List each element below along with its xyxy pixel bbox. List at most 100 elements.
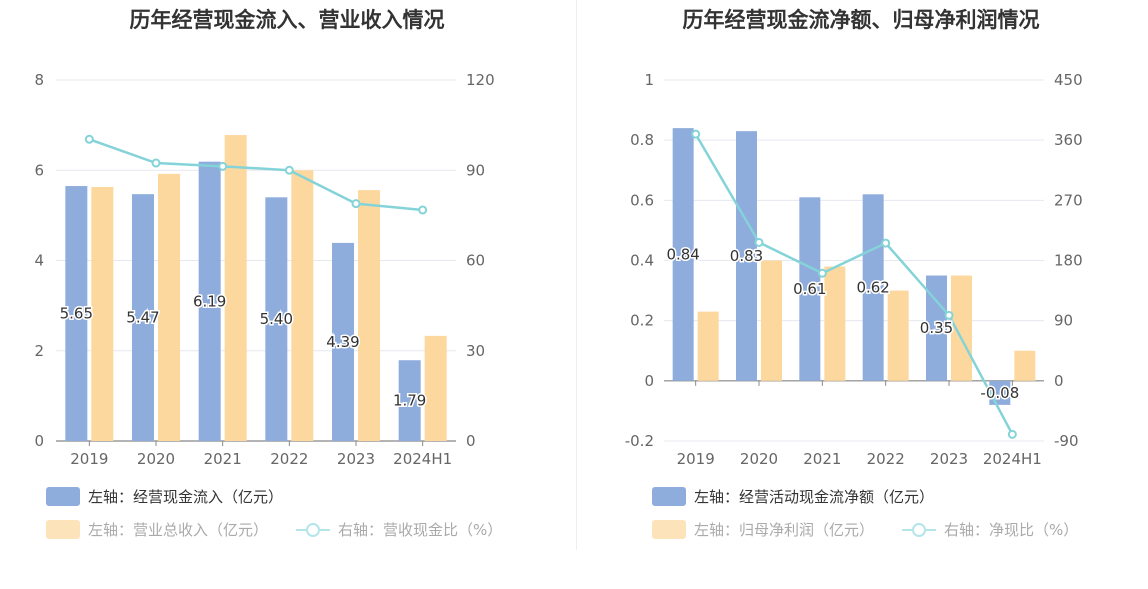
left-axis-tick-label: 0.8 [630,131,654,149]
bar-secondary [158,173,180,442]
legend-item-revenue[interactable]: 左轴：营业总收入（亿元） [46,519,268,540]
legend-label-ratio: 右轴：营收现金比（%） [338,521,503,539]
legend-label-net-profit: 左轴：归母净利润（亿元） [694,521,875,539]
bar-secondary [824,266,846,381]
bar-secondary [424,335,447,441]
bar-primary [132,194,154,441]
right-axis-tick-label: 90 [466,161,485,179]
left-axis-tick-label: 6 [34,161,44,179]
bar-primary [332,242,354,441]
bar-primary [736,131,757,381]
bar-primary [862,194,884,381]
legend-item-cash-revenue-ratio[interactable]: 右轴：营收现金比（%） [296,519,502,540]
x-axis-tick-label: 2023 [930,450,968,468]
legend-swatch-net-cash-flow [652,487,686,506]
right-axis-tick-label: 270 [1054,191,1083,209]
bar-primary [799,197,821,381]
x-axis-tick-label: 2019 [677,450,715,468]
bar-primary [265,197,288,441]
x-axis-tick-label: 2024H1 [983,450,1042,468]
left-axis-tick-label: 1 [644,71,654,89]
bar-secondary [291,170,314,441]
bar-primary [672,128,694,381]
data-label: 5.40 [260,310,293,328]
chart-title: 历年经营现金流净额、归母净利润情况 [682,8,1040,32]
right-axis-tick-label: 90 [1054,312,1073,330]
legend-item-cash-inflow[interactable]: 左轴：经营现金流入（亿元） [46,486,283,507]
right-axis-tick-label: 60 [466,252,485,270]
x-axis-tick-label: 2022 [270,450,308,468]
right-axis-tick-label: 360 [1054,131,1083,149]
x-axis-tick-label: 2021 [204,450,242,468]
ratio-point [817,268,827,278]
left-axis-tick-label: 0.4 [630,252,654,270]
left-axis-tick-label: 2 [34,342,44,360]
bar-secondary [224,135,247,442]
x-axis-tick-label: 2020 [137,450,175,468]
data-label: 5.47 [126,309,159,327]
chart-cash-inflow-revenue: 0 2 4 6 8 0 30 60 90 120 2019 2020 2021 2022 2023 2024H… [34,71,494,468]
ratio-point [418,205,428,215]
bar-primary [926,275,947,381]
bar-secondary [761,260,782,381]
right-axis-tick-label: -90 [1054,432,1079,450]
data-label: 6.19 [193,292,226,310]
legend-swatch-net-ratio [902,520,936,539]
x-axis-tick-label: 2022 [867,450,905,468]
data-label: 0.84 [666,245,699,263]
legend-label-net-cash-flow: 左轴：经营活动现金流净额（亿元） [694,488,935,506]
legend-label-net-ratio: 右轴：净现比（%） [944,521,1079,539]
bar-primary [198,161,221,441]
bar-primary [398,360,421,441]
right-axis-tick-label: 0 [466,432,476,450]
legend-label-cash-inflow: 左轴：经营现金流入（亿元） [88,488,284,506]
x-axis-tick-label: 2024H1 [393,450,452,468]
legend-swatch-cash-inflow [46,487,80,506]
data-label: 1.79 [393,392,426,410]
data-label: 5.65 [60,305,93,323]
ratio-point [284,165,294,175]
data-label: 0.62 [856,279,889,297]
ratio-point [84,134,94,144]
ratio-point [218,161,228,171]
ratio-point [691,129,701,139]
data-label: 4.39 [326,333,359,351]
bar-secondary [91,186,114,441]
chart-panel-cash-inflow: 历年经营现金流入、营业收入情况 0 2 4 6 8 0 30 60 90 120 2019 2020 2… [34,8,502,540]
chart-title: 历年经营现金流入、营业收入情况 [129,8,445,32]
ratio-point [944,310,954,320]
ratio-point [1007,429,1017,439]
chart-net-cash-profit: -0.2 0 0.2 0.4 0.6 0.8 1 -90 0 90 180 270 360 450 2019… [625,71,1083,468]
x-axis-tick-label: 2023 [337,450,375,468]
data-label: 0.83 [730,247,763,265]
legend-item-net-cash-flow[interactable]: 左轴：经营活动现金流净额（亿元） [652,486,934,507]
legend-item-net-profit[interactable]: 左轴：归母净利润（亿元） [652,519,874,540]
ratio-point [754,237,764,247]
legend-label-revenue: 左轴：营业总收入（亿元） [88,521,269,539]
ratio-line [88,138,423,212]
data-label: -0.08 [980,384,1019,402]
ratio-point [351,199,361,209]
ratio-line [694,133,1014,435]
chart-panel-net-cash: 历年经营现金流净额、归母净利润情况 -0.2 0 0.2 0.4 0.6 0.8 1 -90 0… [574,0,1148,589]
right-axis-tick-label: 450 [1054,71,1083,89]
legend-swatch-revenue [46,520,80,539]
legend-item-net-cash-ratio[interactable]: 右轴：净现比（%） [902,519,1078,540]
left-axis-tick-label: 8 [34,71,44,89]
left-axis-tick-label: 0 [34,432,44,450]
right-axis-tick-label: 30 [466,342,485,360]
x-axis-tick-label: 2019 [70,450,108,468]
bar-secondary [697,311,719,381]
bar-secondary [951,275,972,381]
right-axis-tick-label: 180 [1054,252,1083,270]
data-label: 0.61 [793,280,826,298]
data-label: 0.35 [920,319,953,337]
bar-secondary [1014,350,1036,381]
bar-secondary [358,190,380,441]
left-axis-tick-label: 4 [34,252,44,270]
legend-swatch-net-profit [652,520,686,539]
right-axis-tick-label: 0 [1054,372,1064,390]
left-axis-tick-label: -0.2 [625,432,654,450]
bar-primary [65,186,88,441]
